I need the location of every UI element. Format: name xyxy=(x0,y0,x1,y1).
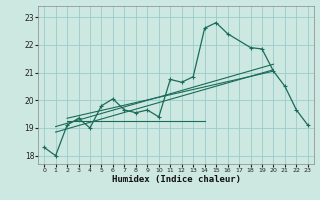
X-axis label: Humidex (Indice chaleur): Humidex (Indice chaleur) xyxy=(111,175,241,184)
